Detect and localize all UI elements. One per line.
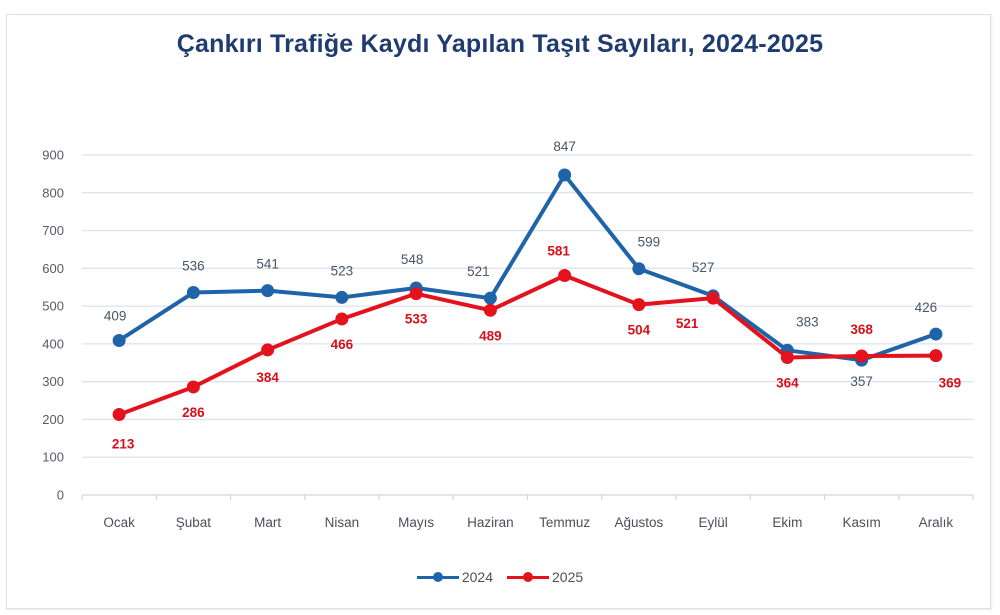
legend-line-marker-icon <box>416 571 459 583</box>
series-lines <box>112 168 943 422</box>
data-point-marker[interactable] <box>112 408 126 422</box>
y-tick-label: 700 <box>42 223 64 238</box>
data-label-2025: 581 <box>547 244 570 259</box>
data-label-2024: 383 <box>796 314 819 329</box>
data-labels: 409 536 541 523 548 521 847 599 527 383 357 426 213 2… <box>104 139 961 452</box>
x-tick-label: Temmuz <box>539 515 590 530</box>
data-point-marker[interactable] <box>112 333 126 347</box>
y-axis: 0 100 200 300 400 500 600 700 800 900 <box>42 148 64 503</box>
x-tick-label: Ağustos <box>614 515 663 530</box>
chart-frame <box>6 14 991 609</box>
data-label-2024: 357 <box>850 374 873 389</box>
data-point-marker[interactable] <box>335 290 349 304</box>
data-label-2024: 409 <box>104 308 127 323</box>
x-tick-label: Şubat <box>176 515 212 530</box>
y-tick-label: 600 <box>42 261 64 276</box>
y-tick-label: 800 <box>42 185 64 200</box>
data-point-marker[interactable] <box>929 349 943 363</box>
y-tick-label: 500 <box>42 299 64 314</box>
data-label-2025: 384 <box>256 370 279 385</box>
x-tick-label: Eylül <box>698 515 727 530</box>
x-axis: Ocak Şubat Mart Nisan Mayıs Haziran Temmuz Ağus… <box>81 495 974 530</box>
series-line-2025 <box>117 273 938 417</box>
data-label-2025: 533 <box>405 312 428 327</box>
data-point-marker[interactable] <box>483 303 497 317</box>
data-label-2024: 548 <box>401 252 424 267</box>
data-point-marker[interactable] <box>409 287 423 301</box>
data-label-2025: 369 <box>939 376 962 391</box>
data-point-marker[interactable] <box>261 284 275 298</box>
x-tick-label: Kasım <box>842 515 880 530</box>
data-label-2025: 504 <box>628 323 651 338</box>
data-label-2025: 286 <box>182 405 205 420</box>
data-label-2024: 521 <box>467 264 490 279</box>
data-point-marker[interactable] <box>558 269 572 283</box>
data-point-marker[interactable] <box>186 286 200 300</box>
data-point-marker[interactable] <box>558 168 572 182</box>
chart-title: Çankırı Trafiğe Kaydı Yapılan Taşıt Sayı… <box>176 30 824 58</box>
legend-line-marker-icon <box>507 571 549 583</box>
legend-label: 2025 <box>552 569 584 585</box>
data-label-2024: 426 <box>915 300 938 315</box>
y-tick-label: 200 <box>42 412 64 427</box>
data-label-2025: 364 <box>776 375 799 390</box>
x-tick-label: Aralık <box>919 515 954 530</box>
data-label-2025: 521 <box>676 316 699 331</box>
y-tick-label: 300 <box>42 374 64 389</box>
data-label-2024: 536 <box>182 259 205 274</box>
y-tick-label: 900 <box>42 148 64 163</box>
data-label-2024: 599 <box>638 235 661 250</box>
data-label-2024: 527 <box>692 260 715 275</box>
x-tick-label: Ocak <box>103 515 135 530</box>
series-line-2024 <box>117 173 938 363</box>
data-label-2025: 368 <box>850 322 873 337</box>
legend-item-2024[interactable]: 2024 <box>416 569 493 585</box>
legend: 2024 2025 <box>0 569 1000 585</box>
data-point-marker[interactable] <box>706 291 720 305</box>
y-tick-label: 100 <box>42 450 64 465</box>
x-tick-label: Mart <box>254 515 281 530</box>
gridlines <box>82 154 973 496</box>
data-point-marker[interactable] <box>632 262 646 276</box>
x-tick-label: Mayıs <box>398 515 434 530</box>
data-point-marker[interactable] <box>335 312 349 326</box>
legend-item-2025[interactable]: 2025 <box>507 569 583 585</box>
x-tick-label: Haziran <box>467 515 514 530</box>
data-label-2025: 466 <box>331 337 354 352</box>
data-point-marker[interactable] <box>929 327 943 341</box>
data-point-marker[interactable] <box>261 343 275 357</box>
data-label-2025: 489 <box>479 328 502 343</box>
data-label-2025: 213 <box>112 437 135 452</box>
data-point-marker[interactable] <box>780 350 794 364</box>
data-point-marker[interactable] <box>186 380 200 394</box>
data-point-marker[interactable] <box>855 349 869 363</box>
x-tick-label: Nisan <box>325 515 360 530</box>
data-label-2024: 523 <box>331 263 354 278</box>
data-label-2024: 541 <box>256 257 279 272</box>
x-tick-label: Ekim <box>772 515 802 530</box>
data-point-marker[interactable] <box>483 291 497 305</box>
y-tick-label: 400 <box>42 336 64 351</box>
legend-label: 2024 <box>461 569 493 585</box>
data-point-marker[interactable] <box>632 298 646 312</box>
data-label-2024: 847 <box>553 139 576 154</box>
y-tick-label: 0 <box>57 488 64 503</box>
